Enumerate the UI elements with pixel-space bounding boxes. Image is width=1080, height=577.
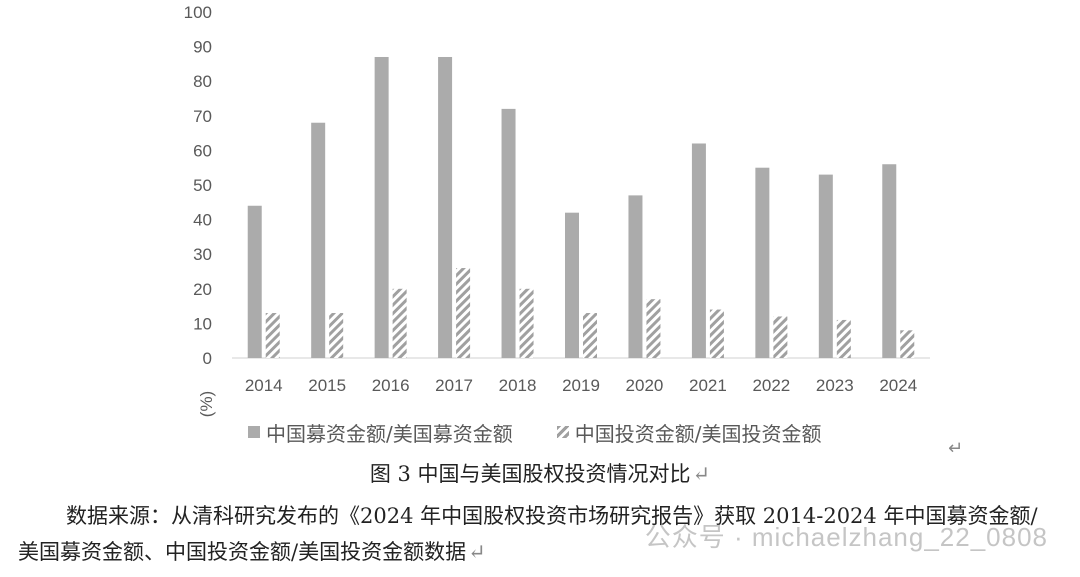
- legend-item-investment: 中国投资金额/美国投资金额: [556, 418, 822, 447]
- y-tick-label: 50: [193, 176, 212, 195]
- bar-investment-ratio: [456, 268, 471, 358]
- y-axis-label: (%): [197, 391, 216, 417]
- bar-investment-ratio: [583, 313, 597, 358]
- watermark: 公众号 · michaelzhang_22_0808: [644, 522, 1048, 552]
- figure-caption: 图 3 中国与美国股权投资情况对比↵: [0, 458, 1080, 488]
- legend-item-fundraising: 中国募资金额/美国募资金额: [248, 418, 513, 447]
- legend-swatch-solid: [248, 426, 260, 438]
- bar-fundraising-ratio: [374, 56, 389, 358]
- x-tick-label: 2015: [308, 376, 346, 395]
- bar-investment-ratio: [265, 313, 280, 358]
- bar-fundraising-ratio: [691, 143, 706, 358]
- x-tick-label: 2024: [879, 376, 917, 395]
- y-tick-label: 70: [193, 107, 212, 126]
- bar-fundraising-ratio: [818, 174, 833, 358]
- legend: 中国募资金额/美国募资金额 中国投资金额/美国投资金额: [248, 418, 822, 446]
- y-tick-label: 80: [193, 72, 212, 91]
- legend-label-fundraising: 中国募资金额/美国募资金额: [266, 421, 513, 446]
- bar-investment-ratio: [900, 330, 915, 358]
- y-tick-label: 20: [193, 280, 212, 299]
- y-tick-label: 40: [193, 211, 212, 230]
- bar-investment-ratio: [709, 309, 724, 358]
- y-tick-label: 60: [193, 141, 212, 160]
- x-tick-label: 2019: [562, 376, 600, 395]
- y-tick-label: 30: [193, 245, 212, 264]
- x-tick-label: 2022: [752, 376, 790, 395]
- bar-fundraising-ratio: [755, 167, 770, 358]
- bar-fundraising-ratio: [882, 164, 897, 358]
- x-axis: 2014 2015 2016 2017 2018 2019 2020 2021 2022 2023…: [245, 376, 917, 395]
- bar-investment-ratio: [329, 313, 344, 358]
- x-tick-label: 2021: [689, 376, 727, 395]
- y-axis: 0 10 20 30 40 50 60 70 80 90 100: [184, 3, 212, 368]
- bar-fundraising-ratio: [565, 212, 579, 358]
- caption-text: 图 3 中国与美国股权投资情况对比: [369, 462, 691, 486]
- source-return-mark: ↵: [468, 540, 486, 564]
- source-note-text: 数据来源：从清科研究发布的《2024 年中国股权投资市场研究报告》获取 2014…: [18, 504, 1038, 564]
- bar-fundraising-ratio: [501, 108, 516, 358]
- bar-investment-ratio: [646, 299, 661, 358]
- bar-fundraising-ratio: [311, 122, 326, 358]
- y-tick-label: 10: [193, 314, 212, 333]
- x-tick-label: 2017: [435, 376, 473, 395]
- y-tick-label: 90: [193, 38, 212, 57]
- bar-investment-ratio: [773, 316, 788, 358]
- y-tick-label: 100: [184, 3, 212, 22]
- x-tick-label: 2014: [245, 376, 283, 395]
- caption-return-mark: ↵: [692, 462, 711, 486]
- bar-fundraising-ratio: [247, 205, 262, 358]
- bars: [247, 56, 915, 358]
- x-tick-label: 2023: [816, 376, 854, 395]
- x-tick-label: 2016: [372, 376, 410, 395]
- x-tick-label: 2018: [499, 376, 537, 395]
- x-tick-label: 2020: [626, 376, 664, 395]
- bar-investment-ratio: [519, 288, 534, 358]
- source-note: 数据来源：从清科研究发布的《2024 年中国股权投资市场研究报告》获取 2014…: [18, 498, 1058, 570]
- legend-swatch-hatched: [556, 426, 569, 438]
- bar-fundraising-ratio: [628, 195, 643, 358]
- return-mark: ↵: [948, 438, 964, 459]
- y-tick-label: 0: [203, 349, 212, 368]
- bar-investment-ratio: [836, 319, 851, 358]
- bar-fundraising-ratio: [438, 56, 453, 358]
- legend-label-investment: 中国投资金额/美国投资金额: [574, 421, 822, 446]
- bar-investment-ratio: [392, 288, 407, 358]
